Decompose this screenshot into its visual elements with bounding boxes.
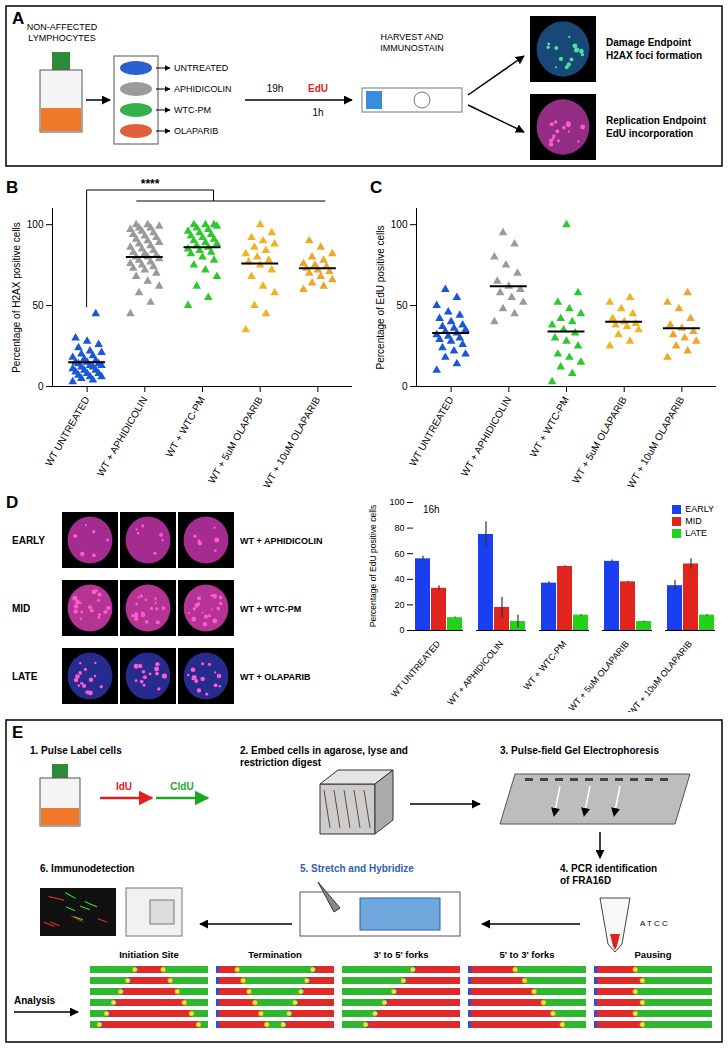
svg-text:IdU: IdU xyxy=(116,781,132,792)
svg-text:WT + 10uM OLAPARIB: WT + 10uM OLAPARIB xyxy=(625,394,687,490)
svg-text:WT UNTREATED: WT UNTREATED xyxy=(43,395,92,468)
svg-text:WT + WTC-PM: WT + WTC-PM xyxy=(164,395,207,459)
svg-text:A T C C: A T C C xyxy=(640,919,668,928)
svg-text:MID: MID xyxy=(12,603,30,614)
svg-text:0: 0 xyxy=(38,381,44,392)
svg-text:APHIDICOLIN: APHIDICOLIN xyxy=(174,84,232,94)
svg-text:100: 100 xyxy=(391,219,408,230)
html-text:EARLY: EARLY xyxy=(685,504,714,514)
svg-text:50: 50 xyxy=(396,300,408,311)
svg-text:LATE: LATE xyxy=(12,671,38,682)
svg-text:WT + APHIDICOLIN: WT + APHIDICOLIN xyxy=(459,395,514,479)
svg-text:WTC-PM: WTC-PM xyxy=(174,105,211,115)
svg-text:5' to 3' forks: 5' to 3' forks xyxy=(499,949,554,960)
svg-text:5. Stretch and Hybridize: 5. Stretch and Hybridize xyxy=(300,863,414,874)
svg-text:EdU: EdU xyxy=(308,83,328,94)
svg-text:UNTREATED: UNTREATED xyxy=(174,63,229,73)
html-text:LATE: LATE xyxy=(685,528,707,538)
svg-text:EdU incorporation: EdU incorporation xyxy=(606,128,693,139)
svg-text:OLAPARIB: OLAPARIB xyxy=(174,126,218,136)
svg-text:20: 20 xyxy=(394,600,404,610)
html-text:MID: MID xyxy=(685,516,702,526)
svg-text:WT + APHIDICOLIN: WT + APHIDICOLIN xyxy=(240,536,322,546)
svg-text:6. Immunodetection: 6. Immunodetection xyxy=(40,863,134,874)
svg-text:A: A xyxy=(12,9,24,28)
svg-text:WT + 5uM OLAPARIB: WT + 5uM OLAPARIB xyxy=(567,639,632,712)
html-text:16h: 16h xyxy=(423,504,440,515)
svg-text:WT UNTREATED: WT UNTREATED xyxy=(407,395,456,468)
svg-text:4. PCR identificationof FRA16D: 4. PCR identificationof FRA16D xyxy=(560,863,657,886)
svg-text:H2AX foci formation: H2AX foci formation xyxy=(606,50,702,61)
svg-text:Analysis: Analysis xyxy=(14,995,56,1006)
svg-text:Termination: Termination xyxy=(248,949,302,960)
svg-text:3' to 5' forks: 3' to 5' forks xyxy=(373,949,428,960)
svg-text:Percentage of EdU positive cel: Percentage of EdU positive cells xyxy=(375,226,386,370)
svg-text:WT + 10uM OLAPARIB: WT + 10uM OLAPARIB xyxy=(261,394,323,490)
svg-text:****: **** xyxy=(141,177,160,191)
svg-text:Percentage of H2AX positive ce: Percentage of H2AX positive cells xyxy=(11,222,22,373)
svg-text:WT + APHIDICOLIN: WT + APHIDICOLIN xyxy=(445,639,505,708)
svg-text:80: 80 xyxy=(394,523,404,533)
html-text:C: C xyxy=(370,178,383,197)
svg-text:E: E xyxy=(12,723,23,742)
svg-text:19h: 19h xyxy=(267,83,284,94)
svg-text:0: 0 xyxy=(402,381,408,392)
svg-text:WT + APHIDICOLIN: WT + APHIDICOLIN xyxy=(95,395,150,479)
html-text:B: B xyxy=(6,178,19,197)
svg-text:Replication Endpoint: Replication Endpoint xyxy=(606,115,707,126)
svg-text:D: D xyxy=(6,494,18,512)
svg-text:100: 100 xyxy=(27,219,44,230)
svg-text:WT + OLAPARIB: WT + OLAPARIB xyxy=(240,672,311,682)
svg-text:NON-AFFECTEDLYMPHOCYTES: NON-AFFECTEDLYMPHOCYTES xyxy=(27,22,98,43)
svg-text:Pausing: Pausing xyxy=(635,949,672,960)
svg-text:40: 40 xyxy=(394,574,404,584)
svg-text:2. Embed cells in agarose, lys: 2. Embed cells in agarose, lyse andrestr… xyxy=(240,745,408,768)
svg-text:CldU: CldU xyxy=(170,781,193,792)
svg-text:Damage Endpoint: Damage Endpoint xyxy=(606,37,692,48)
svg-text:WT + 5uM OLAPARIB: WT + 5uM OLAPARIB xyxy=(206,394,265,485)
svg-text:WT + 10uM OLAPARIB: WT + 10uM OLAPARIB xyxy=(627,639,695,712)
svg-text:Percentage of EdU positive cel: Percentage of EdU positive cells xyxy=(368,505,378,627)
svg-text:3. Pulse-field Gel Electrophor: 3. Pulse-field Gel Electrophoresis xyxy=(500,745,659,756)
svg-text:EARLY: EARLY xyxy=(12,535,45,546)
svg-text:1. Pulse Label cells: 1. Pulse Label cells xyxy=(30,745,122,756)
svg-text:1h: 1h xyxy=(312,107,323,118)
svg-text:0: 0 xyxy=(399,625,404,635)
svg-text:WT + WTC-PM: WT + WTC-PM xyxy=(240,604,301,614)
svg-text:WT + 5uM OLAPARIB: WT + 5uM OLAPARIB xyxy=(570,394,629,485)
svg-text:WT + WTC-PM: WT + WTC-PM xyxy=(521,639,568,692)
svg-text:50: 50 xyxy=(32,300,44,311)
svg-text:60: 60 xyxy=(394,549,404,559)
svg-text:100: 100 xyxy=(389,497,404,507)
svg-text:Initiation Site: Initiation Site xyxy=(119,949,179,960)
svg-text:WT + WTC-PM: WT + WTC-PM xyxy=(528,395,571,459)
svg-text:HARVEST ANDIMMUNOSTAIN: HARVEST ANDIMMUNOSTAIN xyxy=(380,32,444,53)
svg-text:WT UNTREATED: WT UNTREATED xyxy=(389,638,442,699)
